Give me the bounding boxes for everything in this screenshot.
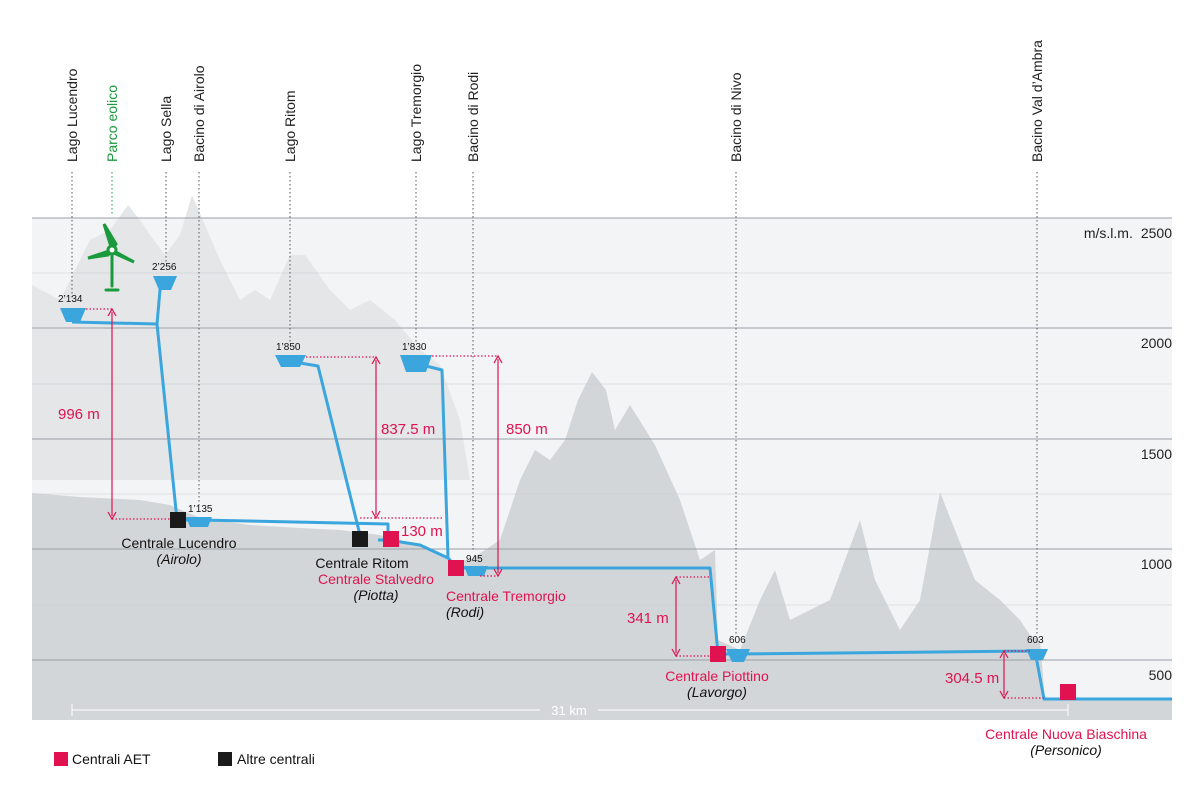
elev-sella: 2’256 [152,262,177,273]
label-lago-tremorgio: Lago Tremorgio [408,64,424,162]
drop-lucendro: 996 m [58,406,100,423]
y-tick-2000: 2000 [1141,335,1172,351]
reservoir-nivo [726,649,750,662]
label-lago-sella: Lago Sella [158,96,174,162]
y-tick-1500: 1500 [1141,446,1172,462]
elev-nivo: 606 [729,635,746,646]
plant-markers [170,512,1076,700]
plant-ritom-marker [352,531,368,547]
legend-other-swatch [218,752,232,766]
gridlines [32,217,1172,661]
legend-aet-swatch [54,752,68,766]
plant-biaschina-location: (Personico) [1030,742,1102,758]
drop-tremorgio: 850 m [506,421,548,438]
plant-stalvedro-name: Centrale Stalvedro [318,571,434,587]
label-bacino-rodi: Bacino di Rodi [465,72,481,162]
plant-tremorgio-name: Centrale Tremorgio [446,588,566,604]
plant-lucendro-name: Centrale Lucendro [121,535,236,551]
legend: Centrali AET Altre centrali [54,751,315,767]
reservoir-sella [153,276,177,290]
label-parco-eolico: Parco eolico [104,85,120,162]
reservoir-rodi [464,566,488,576]
plant-lucendro-marker [170,512,186,528]
plant-biaschina-marker [1060,684,1076,700]
drop-biaschina: 304.5 m [945,670,999,687]
elev-ambra: 603 [1027,635,1044,646]
plant-piottino-name: Centrale Piottino [665,668,769,684]
label-lago-ritom: Lago Ritom [282,90,298,162]
terrain-front [32,372,1172,720]
y-tick-1000: 1000 [1141,556,1172,572]
drop-markers [86,307,1044,700]
plant-stalvedro-location: (Piotta) [353,587,398,603]
elev-rodi: 945 [466,554,483,565]
site-labels: Lago Lucendro Parco eolico Lago Sella Ba… [64,40,1045,162]
plant-tremorgio-location: (Rodi) [446,604,484,620]
reservoir-lucendro [60,308,86,322]
label-bacino-nivo: Bacino di Nivo [728,72,744,162]
elev-lucendro: 2’134 [58,294,83,305]
elev-ritom: 1’850 [276,342,301,353]
reservoir-tremorgio [400,355,432,372]
distance-label: 31 km [551,703,586,718]
reservoir-ambra [1026,649,1048,660]
legend-aet-label: Centrali AET [72,751,151,767]
minor-gridlines [32,272,1172,606]
plant-piottino-location: (Lavorgo) [687,684,747,700]
elev-airolo: 1’135 [188,504,213,515]
distance-scale: 31 km [71,703,1069,718]
label-bacino-airolo: Bacino di Airolo [191,65,207,162]
y-unit-and-2500: m/s.l.m. 2500 [1084,225,1172,241]
legend-other-label: Altre centrali [237,751,315,767]
reservoir-airolo [186,517,212,527]
drop-ritom: 837.5 m [381,421,435,438]
plant-stalvedro-marker [383,531,399,547]
label-lago-lucendro: Lago Lucendro [64,68,80,162]
plant-lucendro-location: (Airolo) [156,551,201,567]
terrain-back [32,195,470,480]
plant-tremorgio-marker [448,560,464,576]
elev-tremorgio: 1’830 [402,342,427,353]
leader-lines [71,172,1038,636]
plant-ritom-name: Centrale Ritom [315,555,408,571]
reservoirs [60,276,1048,662]
elevation-labels: 2’134 2’256 1’850 1’830 1’135 945 606 60… [58,262,1044,646]
plant-piottino-marker [710,646,726,662]
y-tick-500: 500 [1149,667,1173,683]
reservoir-ritom [275,355,306,367]
drop-stalvedro: 130 m [401,523,443,540]
wind-turbine-icon [87,223,135,292]
drop-piottino: 341 m [627,610,669,627]
plant-biaschina-name: Centrale Nuova Biaschina [985,726,1147,742]
label-bacino-ambra: Bacino Val d’Ambra [1029,40,1045,162]
